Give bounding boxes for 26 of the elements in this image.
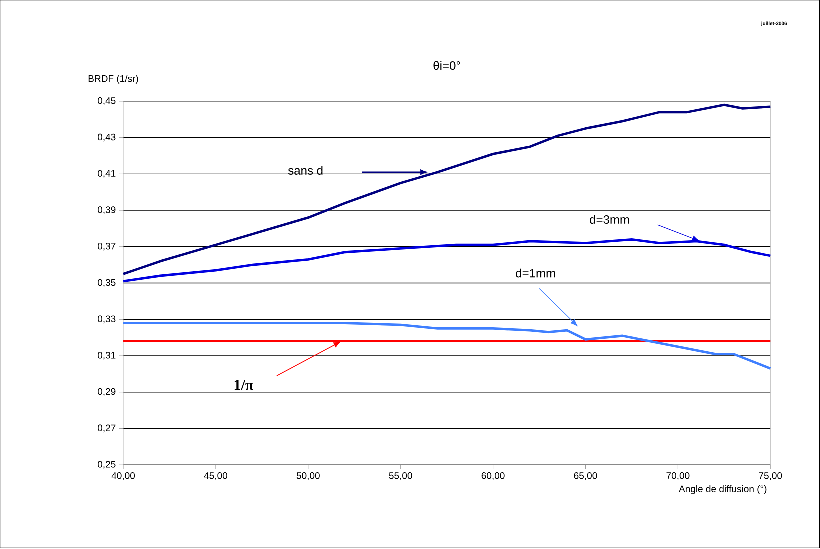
x-tick-label: 40,00: [112, 472, 136, 481]
y-axis-title: BRDF (1/sr): [88, 75, 138, 84]
text: d=1mm: [516, 269, 556, 278]
y-tick-label: 0,37: [98, 243, 116, 252]
y-tick-label: 0,41: [98, 170, 116, 178]
y-tick-label: 0,29: [98, 388, 116, 397]
y-tick-label: 0,27: [98, 425, 116, 433]
y-tick-label: 0,43: [98, 134, 116, 142]
x-tick-label: 70,00: [666, 472, 690, 481]
y-tick-label: 0,45: [98, 98, 116, 106]
x-tick-label: 45,00: [204, 472, 228, 481]
series-label: d=3mm: [590, 215, 630, 224]
y-tick-label: 0,39: [98, 206, 116, 215]
x-tick-label: 50,00: [296, 472, 320, 481]
ref-line-label: 1/π: [234, 380, 254, 390]
x-tick-label: 60,00: [482, 472, 505, 481]
x-axis-title: Angle de diffusion (°): [679, 486, 767, 495]
line-series: [122, 104, 772, 276]
x-tick-label: 65,00: [574, 472, 598, 481]
y-tick-label: 0,31: [98, 352, 116, 360]
x-tick-label: 75,00: [759, 472, 782, 481]
y-tick-label: 0,33: [98, 316, 116, 324]
x-tick-label: 55,00: [389, 472, 412, 481]
y-tick-label: 0,25: [98, 461, 116, 470]
chart-title: θi=0°: [434, 61, 460, 70]
y-tick-label: 0,35: [98, 280, 116, 288]
